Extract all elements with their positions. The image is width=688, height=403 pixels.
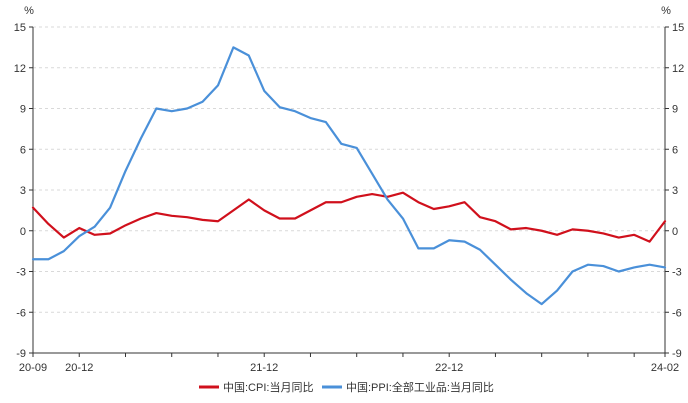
y-tick-label-right: -9: [672, 348, 682, 360]
y-tick-label-left: -9: [16, 348, 26, 360]
grid-lines: [33, 26, 665, 313]
x-tick-label: 22-12: [435, 362, 463, 374]
y-tick-label-left: 6: [20, 144, 26, 156]
y-tick-label-left: -6: [16, 307, 26, 319]
y-tick-label-right: 9: [672, 104, 678, 116]
legend-label: 中国:CPI:当月同比: [223, 380, 313, 394]
x-tick-label: 21-12: [250, 362, 278, 374]
y-tick-label-right: -3: [672, 267, 682, 279]
y-axis-left-labels: 15 12 9 6 3 0 -3 -6 -9: [14, 22, 26, 360]
y-tick-label-right: 3: [672, 185, 678, 197]
series-line-ppi: [31, 46, 667, 306]
x-tick-label: 20-12: [65, 362, 93, 374]
y-tick-label-left: 3: [20, 185, 26, 197]
y-axis-left-unit: %: [24, 5, 34, 17]
y-tick-label-left: 9: [20, 104, 26, 116]
y-tick-label-right: 0: [672, 226, 678, 238]
y-axis-right-unit: %: [661, 5, 671, 17]
y-tick-label-right: 12: [672, 63, 684, 75]
series: [31, 46, 667, 306]
y-tick-label-left: 12: [14, 63, 26, 75]
y-tick-label-right: 15: [672, 22, 684, 34]
y-tick-label-left: 0: [20, 226, 26, 238]
y-tick-label-right: -6: [672, 307, 682, 319]
series-line-cpi: [31, 191, 667, 243]
x-axis-labels: 20-09 20-12 21-12 22-12 24-02: [19, 362, 679, 374]
legend: 中国:CPI:当月同比 中国:PPI:全部工业品:当月同比: [199, 380, 494, 394]
x-tick-label: 24-02: [651, 362, 679, 374]
y-tick-label-right: 6: [672, 144, 678, 156]
y-tick-label-left: -3: [16, 267, 26, 279]
y-tick-label-left: 15: [14, 22, 26, 34]
y-axis-right-labels: 15 12 9 6 3 0 -3 -6 -9: [672, 22, 684, 360]
legend-label: 中国:PPI:全部工业品:当月同比: [346, 380, 494, 394]
axes: %%: [24, 5, 671, 357]
x-tick-label: 20-09: [19, 362, 47, 374]
